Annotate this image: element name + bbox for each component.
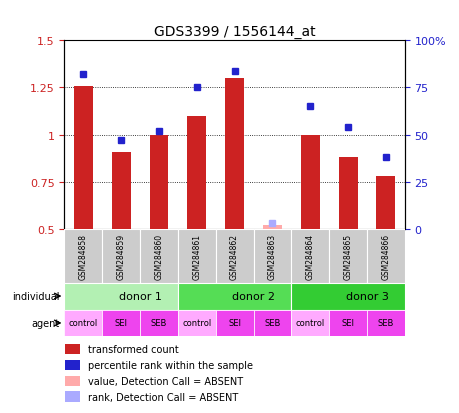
Bar bbox=[140, 229, 178, 283]
Bar bbox=[64, 229, 102, 283]
Bar bbox=[64, 310, 102, 337]
Text: control: control bbox=[68, 319, 98, 328]
Bar bbox=[291, 229, 329, 283]
Bar bbox=[64, 360, 80, 370]
Text: transformed count: transformed count bbox=[88, 344, 178, 355]
Bar bbox=[112, 152, 130, 229]
Text: rank, Detection Call = ABSENT: rank, Detection Call = ABSENT bbox=[88, 392, 237, 402]
Bar bbox=[140, 310, 178, 337]
Text: GSM284865: GSM284865 bbox=[343, 233, 352, 279]
Bar bbox=[253, 229, 291, 283]
Bar bbox=[300, 135, 319, 229]
Bar bbox=[178, 229, 215, 283]
Text: donor 1: donor 1 bbox=[118, 291, 161, 301]
Text: agent: agent bbox=[32, 318, 60, 328]
Text: GSM284858: GSM284858 bbox=[78, 233, 88, 279]
Text: GSM284864: GSM284864 bbox=[305, 233, 314, 279]
Bar bbox=[102, 229, 140, 283]
Bar bbox=[253, 310, 291, 337]
Bar bbox=[224, 79, 244, 229]
Text: GSM284861: GSM284861 bbox=[192, 233, 201, 279]
Title: GDS3399 / 1556144_at: GDS3399 / 1556144_at bbox=[153, 25, 315, 39]
Text: donor 2: donor 2 bbox=[231, 291, 274, 301]
Text: control: control bbox=[182, 319, 211, 328]
Bar bbox=[64, 392, 80, 401]
Bar bbox=[375, 177, 394, 229]
Text: individual: individual bbox=[12, 291, 60, 301]
Bar bbox=[215, 229, 253, 283]
Text: GSM284863: GSM284863 bbox=[267, 233, 276, 279]
Text: SEI: SEI bbox=[228, 319, 241, 328]
Text: GSM284859: GSM284859 bbox=[117, 233, 125, 279]
Bar bbox=[291, 283, 404, 310]
Bar bbox=[291, 310, 329, 337]
Text: SEB: SEB bbox=[263, 319, 280, 328]
Text: GSM284860: GSM284860 bbox=[154, 233, 163, 279]
Bar bbox=[338, 158, 357, 229]
Bar bbox=[178, 283, 291, 310]
Text: SEB: SEB bbox=[151, 319, 167, 328]
Bar bbox=[187, 116, 206, 229]
Bar bbox=[64, 376, 80, 386]
Bar bbox=[102, 310, 140, 337]
Text: control: control bbox=[295, 319, 324, 328]
Bar bbox=[366, 310, 404, 337]
Bar bbox=[366, 229, 404, 283]
Text: donor 3: donor 3 bbox=[345, 291, 387, 301]
Text: SEB: SEB bbox=[377, 319, 393, 328]
Bar bbox=[215, 310, 253, 337]
Text: GSM284862: GSM284862 bbox=[230, 233, 239, 279]
Bar bbox=[263, 225, 281, 229]
Bar bbox=[74, 86, 93, 229]
Bar bbox=[329, 229, 366, 283]
Bar bbox=[329, 310, 366, 337]
Text: percentile rank within the sample: percentile rank within the sample bbox=[88, 361, 252, 370]
Bar bbox=[64, 344, 80, 354]
Bar bbox=[149, 135, 168, 229]
Text: GSM284866: GSM284866 bbox=[381, 233, 390, 279]
Bar bbox=[178, 310, 215, 337]
Bar bbox=[64, 283, 178, 310]
Text: SEI: SEI bbox=[341, 319, 354, 328]
Text: SEI: SEI bbox=[114, 319, 127, 328]
Text: value, Detection Call = ABSENT: value, Detection Call = ABSENT bbox=[88, 376, 242, 387]
